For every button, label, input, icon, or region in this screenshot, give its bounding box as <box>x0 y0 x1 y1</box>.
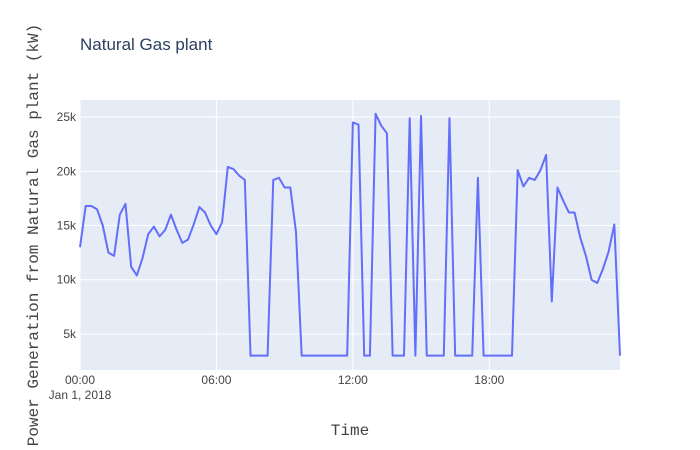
x-tick-label: 00:00 <box>65 373 95 387</box>
y-tick-label: 25k <box>57 110 77 124</box>
x-tick-label: 06:00 <box>201 373 231 387</box>
x-tick-label: 12:00 <box>338 373 368 387</box>
y-tick-label: 5k <box>63 327 77 341</box>
x-axis-title: Time <box>331 422 369 440</box>
y-tick-label: 20k <box>57 164 77 178</box>
chart-title: Natural Gas plant <box>80 35 213 54</box>
y-tick-label: 10k <box>57 273 77 287</box>
y-tick-label: 15k <box>57 219 77 233</box>
x-tick-label: 18:00 <box>474 373 504 387</box>
line <box>79 112 621 357</box>
x-date-label: Jan 1, 2018 <box>49 388 112 402</box>
y-axis-title: Power Generation from Natural Gas plant … <box>25 24 43 446</box>
